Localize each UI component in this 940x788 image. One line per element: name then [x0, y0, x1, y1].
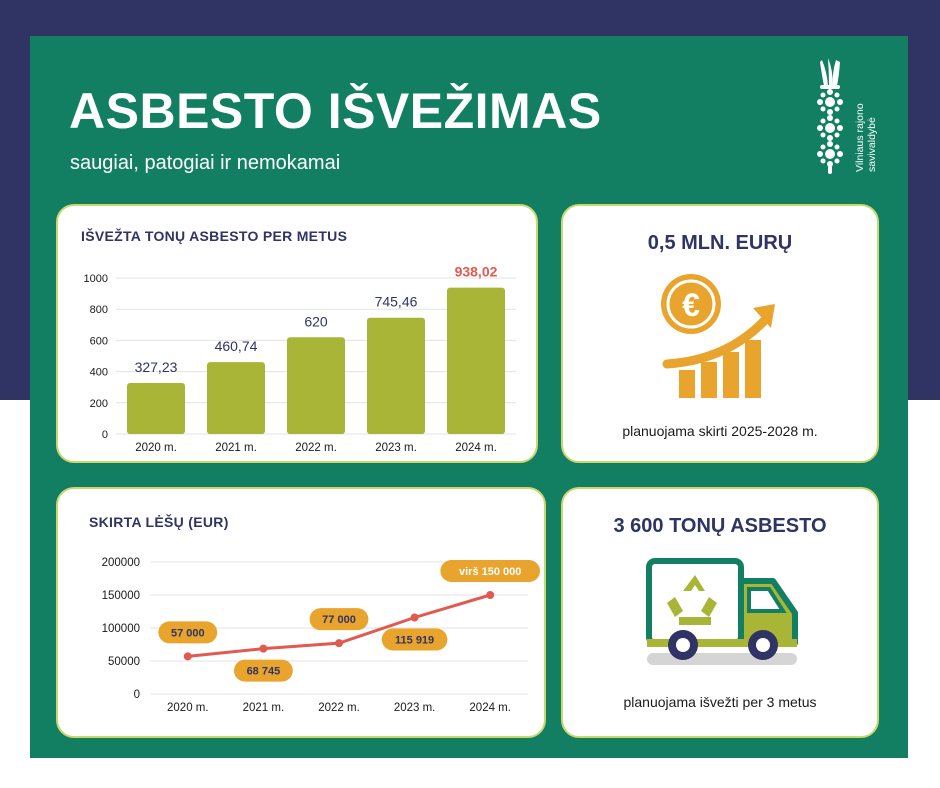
- line-chart-card: SKIRTA LĖŠŲ (EUR) 0 50000 100000 150000 2000…: [56, 487, 546, 738]
- x-tick-label: 2021 m.: [243, 702, 285, 714]
- x-tick-label: 2024 m.: [469, 702, 511, 714]
- line-chart-title: SKIRTA LĖŠŲ (EUR): [89, 514, 229, 530]
- x-tick-label: 2021 m.: [215, 442, 257, 454]
- data-label-pill: [158, 621, 218, 644]
- funding-caption: planuojama skirti 2025-2028 m.: [622, 423, 818, 439]
- data-label: 115 919: [395, 634, 434, 646]
- bar: [367, 317, 425, 434]
- bar: [447, 287, 505, 434]
- x-tick-label: 2022 m.: [318, 702, 360, 714]
- bar: [287, 337, 345, 434]
- bar-chart-card: IŠVEŽTA TONŲ ASBESTO PER METUS 0 200 400 60…: [56, 204, 538, 463]
- y-tick-label: 600: [90, 335, 108, 347]
- y-tick-label: 200000: [102, 557, 140, 569]
- logo-text-line2: savivaldybė: [866, 117, 878, 172]
- x-tick-label: 2023 m.: [394, 702, 436, 714]
- x-tick-label: 2020 m.: [135, 442, 177, 454]
- page-subtitle: saugiai, patogiai ir nemokamai: [70, 152, 341, 174]
- y-tick-label: 200: [90, 398, 108, 410]
- data-point: [183, 652, 192, 661]
- x-tick-label: 2023 m.: [375, 442, 417, 454]
- tonnage-card: 3 600 TONŲ ASBESTO planuojama išvežti pe…: [561, 487, 879, 738]
- data-label-pill: [234, 659, 293, 682]
- bar-value-label: 620: [304, 313, 328, 329]
- bar: [127, 382, 185, 434]
- page-title: ASBESTO IŠVEŽIMAS: [69, 83, 602, 139]
- data-point: [259, 644, 268, 653]
- data-label: 68 745: [247, 666, 281, 678]
- funding-card: 0,5 MLN. EURŲ € planuojama skirti 2025-2…: [561, 204, 879, 463]
- logo-emblem-icon: [817, 58, 843, 174]
- recycling-truck-icon: [646, 558, 798, 665]
- municipality-logo: Vilniaus rajono savivaldybė: [817, 58, 878, 174]
- y-tick-label: 50000: [108, 656, 140, 668]
- bar-value-label: 745,46: [375, 294, 418, 310]
- bar: [207, 362, 265, 434]
- bar-chart: 0 200 400 600 800 1000 327,23 2020 m. 460,74 2021…: [84, 264, 516, 454]
- data-label: virš 150 000: [459, 566, 521, 578]
- data-point: [335, 639, 343, 648]
- logo-text-line1: Vilniaus rajono: [854, 103, 866, 172]
- x-tick-label: 2024 m.: [455, 442, 497, 454]
- data-point: [410, 613, 419, 622]
- y-tick-label: 0: [134, 689, 140, 701]
- recycle-symbol: [667, 575, 717, 625]
- data-label-pill: [309, 608, 369, 631]
- y-tick-label: 150000: [102, 590, 140, 602]
- bar-chart-title: IŠVEŽTA TONŲ ASBESTO PER METUS: [81, 228, 348, 244]
- euro-symbol: €: [682, 287, 700, 323]
- data-point: [486, 591, 495, 599]
- y-tick-label: 1000: [84, 273, 108, 285]
- data-label: 57 000: [171, 627, 205, 639]
- y-tick-label: 100000: [102, 623, 140, 635]
- line-chart: 0 50000 100000 150000 200000 57 000 2020 m. 68 …: [102, 557, 540, 714]
- data-label-pill: [381, 628, 448, 651]
- x-tick-label: 2020 m.: [167, 702, 209, 714]
- y-tick-label: 0: [102, 429, 108, 441]
- tonnage-caption: planuojama išvežti per 3 metus: [623, 694, 817, 710]
- y-tick-label: 800: [90, 304, 108, 316]
- euro-growth-icon: €: [661, 274, 775, 398]
- data-label: 77 000: [322, 614, 356, 626]
- tonnage-title: 3 600 TONŲ ASBESTO: [613, 515, 827, 537]
- x-tick-label: 2022 m.: [295, 442, 337, 454]
- bar-value-label: 938,02: [455, 264, 498, 280]
- bar-value-label: 327,23: [135, 359, 178, 375]
- y-tick-label: 400: [90, 367, 108, 379]
- funding-title: 0,5 MLN. EURŲ: [647, 232, 793, 254]
- data-label-pill: [440, 560, 540, 582]
- bar-value-label: 460,74: [215, 338, 258, 354]
